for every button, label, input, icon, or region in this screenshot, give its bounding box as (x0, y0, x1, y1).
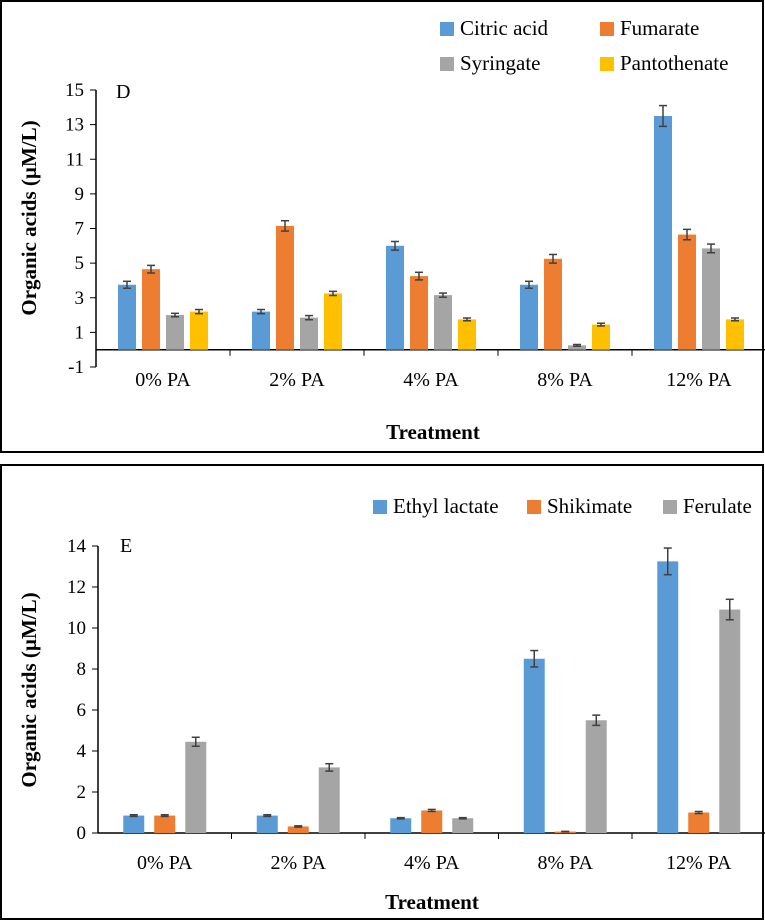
legend-swatch (600, 22, 614, 36)
y-tick-label: 1 (75, 322, 85, 343)
bar (592, 324, 610, 350)
x-tick-label: 8% PA (537, 369, 593, 391)
y-tick-label: 10 (67, 618, 86, 639)
bar (252, 311, 270, 350)
legend-swatch (527, 500, 541, 514)
legend-swatch (440, 57, 454, 71)
y-tick-label: 15 (65, 80, 84, 101)
legend-label: Syringate (460, 51, 540, 75)
bar (185, 741, 207, 833)
y-axis-title: Organic acids (µM/L) (17, 592, 41, 787)
panel-border (0, 464, 764, 920)
bar (410, 276, 428, 350)
bar (166, 315, 184, 350)
y-tick-label: 12 (67, 577, 86, 598)
y-tick-label: 5 (75, 253, 85, 274)
bar (190, 311, 208, 350)
x-axis-title: Treatment (386, 420, 480, 444)
y-tick-label: 8 (77, 659, 87, 680)
legend-label: Pantothenate (620, 51, 728, 75)
chart-panel-d: D Treatment Organic acids (µM/L) 1513119… (0, 0, 765, 453)
panel-border (0, 0, 764, 453)
bar (568, 345, 586, 350)
bars (118, 104, 744, 350)
bar (585, 720, 607, 833)
bar (123, 815, 145, 833)
y-tick-label: 6 (77, 700, 87, 721)
bar (458, 319, 476, 350)
bar (523, 658, 545, 833)
y-tick-label: 14 (67, 536, 87, 557)
y-tick-label: 0 (77, 823, 87, 844)
panel-letter: E (120, 535, 132, 557)
x-axis-title: Treatment (385, 890, 479, 914)
legend-label: Ethyl lactate (393, 494, 499, 518)
x-tick-label: 4% PA (403, 369, 459, 391)
legend-swatch (600, 57, 614, 71)
x-tick-label: 0% PA (137, 852, 193, 874)
x-tick-label: 4% PA (404, 852, 460, 874)
legend: Citric acid Fumarate Syringate Pantothenate (440, 16, 728, 75)
x-tick-label: 12% PA (666, 852, 732, 874)
y-tick-label: 9 (75, 184, 85, 205)
y-axis-title: Organic acids (µM/L) (17, 120, 41, 315)
bar (276, 225, 294, 350)
axes: 14 12 10 8 6 4 2 0 0% PA 2% PA 4% PA 8% PA 12% PA (67, 536, 765, 874)
chart-panel-e: E Treatment Organic acids (µM/L) 14 12 10 8… (0, 464, 765, 920)
panel-letter: D (116, 81, 130, 103)
bars (123, 547, 741, 833)
y-tick-label: 3 (75, 288, 85, 309)
legend-swatch (663, 500, 677, 514)
x-tick-label: 0% PA (135, 369, 191, 391)
x-tick-label: 2% PA (269, 369, 325, 391)
bar (421, 810, 443, 833)
legend-swatch (440, 22, 454, 36)
y-tick-label: 11 (66, 149, 84, 170)
x-tick-label: 2% PA (271, 852, 327, 874)
legend: Ethyl lactate Shikimate Ferulate (373, 494, 752, 518)
bar (300, 317, 318, 350)
bar (657, 561, 679, 833)
bar (520, 284, 538, 350)
bar (719, 609, 741, 833)
y-tick-label: 2 (77, 782, 87, 803)
bar (142, 269, 160, 350)
bar (287, 826, 309, 833)
bar (434, 295, 452, 350)
y-tick-label: -1 (68, 357, 84, 378)
bar (452, 818, 474, 833)
x-tick-label: 8% PA (538, 852, 594, 874)
bar (654, 115, 672, 350)
y-tick-label: 4 (77, 741, 87, 762)
bar (702, 248, 720, 350)
x-tick-label: 12% PA (666, 369, 732, 391)
bar (154, 815, 176, 833)
legend-label: Shikimate (547, 494, 632, 518)
legend-swatch (373, 500, 387, 514)
legend-label: Citric acid (460, 16, 549, 40)
bar (544, 258, 562, 350)
bar (390, 818, 412, 833)
bar (256, 815, 278, 833)
bar (688, 812, 710, 833)
y-tick-label: 13 (65, 115, 84, 136)
bar (678, 234, 696, 350)
legend-label: Ferulate (683, 494, 752, 518)
bar (386, 245, 404, 350)
bar (324, 293, 342, 350)
bar (118, 284, 136, 350)
bar (726, 319, 744, 350)
legend-label: Fumarate (620, 16, 699, 40)
y-tick-label: 7 (75, 219, 85, 240)
bar (318, 767, 340, 833)
